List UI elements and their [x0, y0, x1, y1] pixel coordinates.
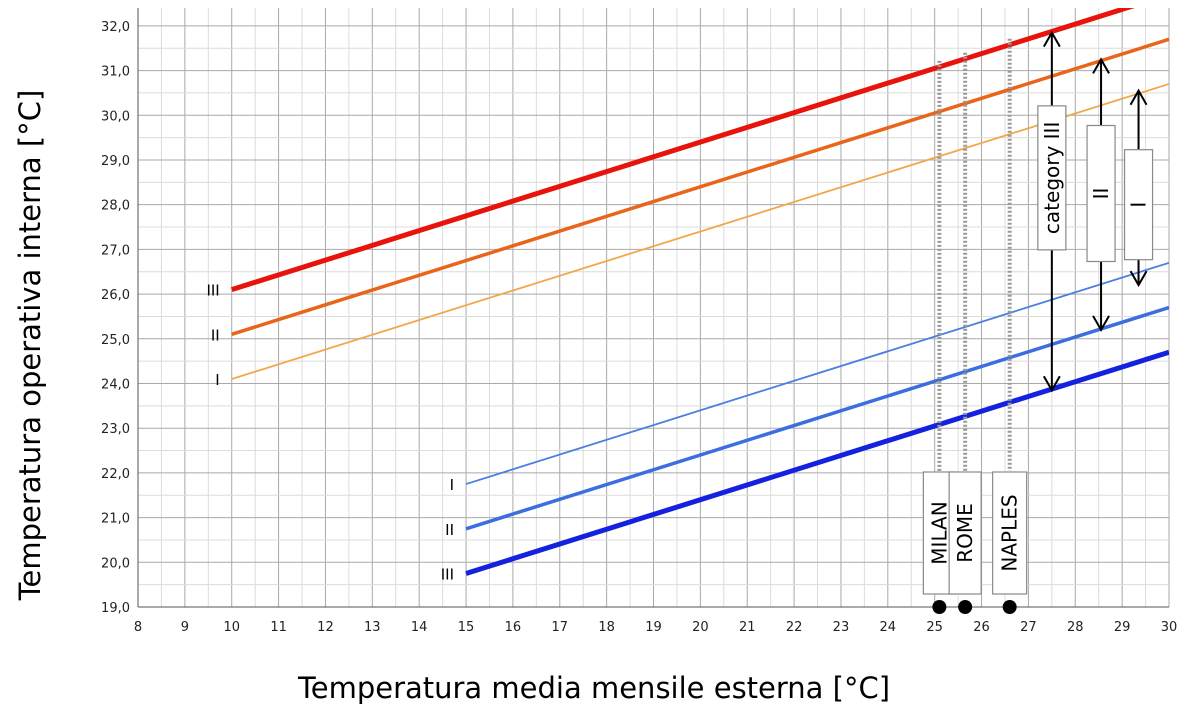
- x-tick-label: 26: [973, 620, 990, 635]
- range-box: [1037, 105, 1067, 251]
- range-label: II: [1089, 188, 1113, 200]
- x-tick-label: 24: [880, 620, 897, 635]
- series-line-upper-III: [230, 8, 1135, 293]
- x-tick-label: 15: [458, 620, 475, 635]
- tick-labels: 8 9 10 11 12 13 14 15 16 17 18 19 20 21 22 23 24 25 26 27 28…: [101, 20, 1177, 635]
- x-tick-label: 19: [645, 620, 662, 635]
- range-label: category III: [1040, 122, 1064, 234]
- x-tick-label: 10: [223, 620, 240, 635]
- x-tick-label: 29: [1114, 620, 1131, 635]
- city-label-milan: MILAN: [927, 501, 951, 564]
- city-dot-milan: [932, 600, 947, 614]
- category-ranges: category III III: [1037, 30, 1154, 393]
- city-markers: MILAN ROME NAPLES: [922, 38, 1028, 614]
- y-tick-label: 21,0: [101, 512, 130, 527]
- y-tick-label: 19,0: [101, 601, 130, 616]
- x-tick-label: 25: [926, 620, 943, 635]
- x-tick-label: 8: [134, 620, 142, 635]
- y-tick-label: 23,0: [101, 422, 130, 437]
- x-tick-label: 22: [786, 620, 803, 635]
- y-tick-label: 28,0: [101, 199, 130, 214]
- y-tick-label: 24,0: [101, 377, 130, 392]
- y-tick-label: 25,0: [101, 333, 130, 348]
- range-arrow-head-down: [1129, 270, 1148, 288]
- range-arrow-head-up: [1129, 88, 1148, 106]
- range-arrow-head-down: [1092, 315, 1110, 332]
- city-dot-rome: [958, 600, 973, 614]
- x-tick-label: 23: [833, 620, 850, 635]
- x-tick-label: 20: [692, 620, 709, 635]
- y-tick-label: 31,0: [101, 65, 130, 80]
- range-arrow-head-up: [1092, 57, 1110, 74]
- city-dot-naples: [1002, 600, 1017, 614]
- series-label-upper-I: I: [215, 371, 219, 389]
- x-tick-label: 13: [364, 620, 381, 635]
- range-arrow-head-down: [1042, 375, 1061, 393]
- x-tick-label: 11: [270, 620, 287, 635]
- city-box-rome: [948, 471, 982, 595]
- range-arrow-head-up: [1042, 30, 1061, 48]
- city-label-naples: NAPLES: [998, 494, 1022, 571]
- series-line-upper-II: [231, 37, 1169, 336]
- x-tick-label: 9: [181, 620, 189, 635]
- series-label-lower-III: III: [441, 565, 454, 583]
- axes: [137, 8, 1169, 608]
- y-tick-label: 32,0: [101, 20, 130, 35]
- range-box: [1086, 124, 1116, 263]
- y-axis-title: Temperatura operativa interna [°C]: [13, 90, 47, 602]
- y-tick-label: 27,0: [101, 243, 130, 258]
- series-label-lower-I: I: [450, 476, 454, 494]
- x-tick-label: 28: [1067, 620, 1084, 635]
- series-label-upper-III: III: [206, 282, 219, 300]
- range-label: I: [1127, 202, 1151, 208]
- x-axis-title: Temperatura media mensile esterna [°C]: [297, 671, 890, 705]
- y-tick-label: 30,0: [101, 109, 130, 124]
- city-label-rome: ROME: [953, 503, 977, 563]
- y-tick-label: 20,0: [101, 556, 130, 571]
- series-label-upper-II: II: [211, 326, 220, 344]
- series-line-upper-I: [231, 83, 1169, 380]
- range-box: [1123, 149, 1154, 261]
- city-box-naples: [992, 471, 1028, 595]
- y-tick-label: 26,0: [101, 288, 130, 303]
- x-tick-label: 21: [739, 620, 756, 635]
- x-tick-label: 12: [317, 620, 334, 635]
- x-tick-label: 27: [1020, 620, 1037, 635]
- x-tick-label: 18: [598, 620, 615, 635]
- x-tick-label: 17: [551, 620, 568, 635]
- x-tick-label: 14: [411, 620, 428, 635]
- series-label-lower-II: II: [445, 521, 454, 539]
- x-tick-label: 16: [505, 620, 522, 635]
- x-tick-label: 30: [1161, 620, 1178, 635]
- y-tick-label: 22,0: [101, 467, 130, 482]
- y-tick-label: 29,0: [101, 154, 130, 169]
